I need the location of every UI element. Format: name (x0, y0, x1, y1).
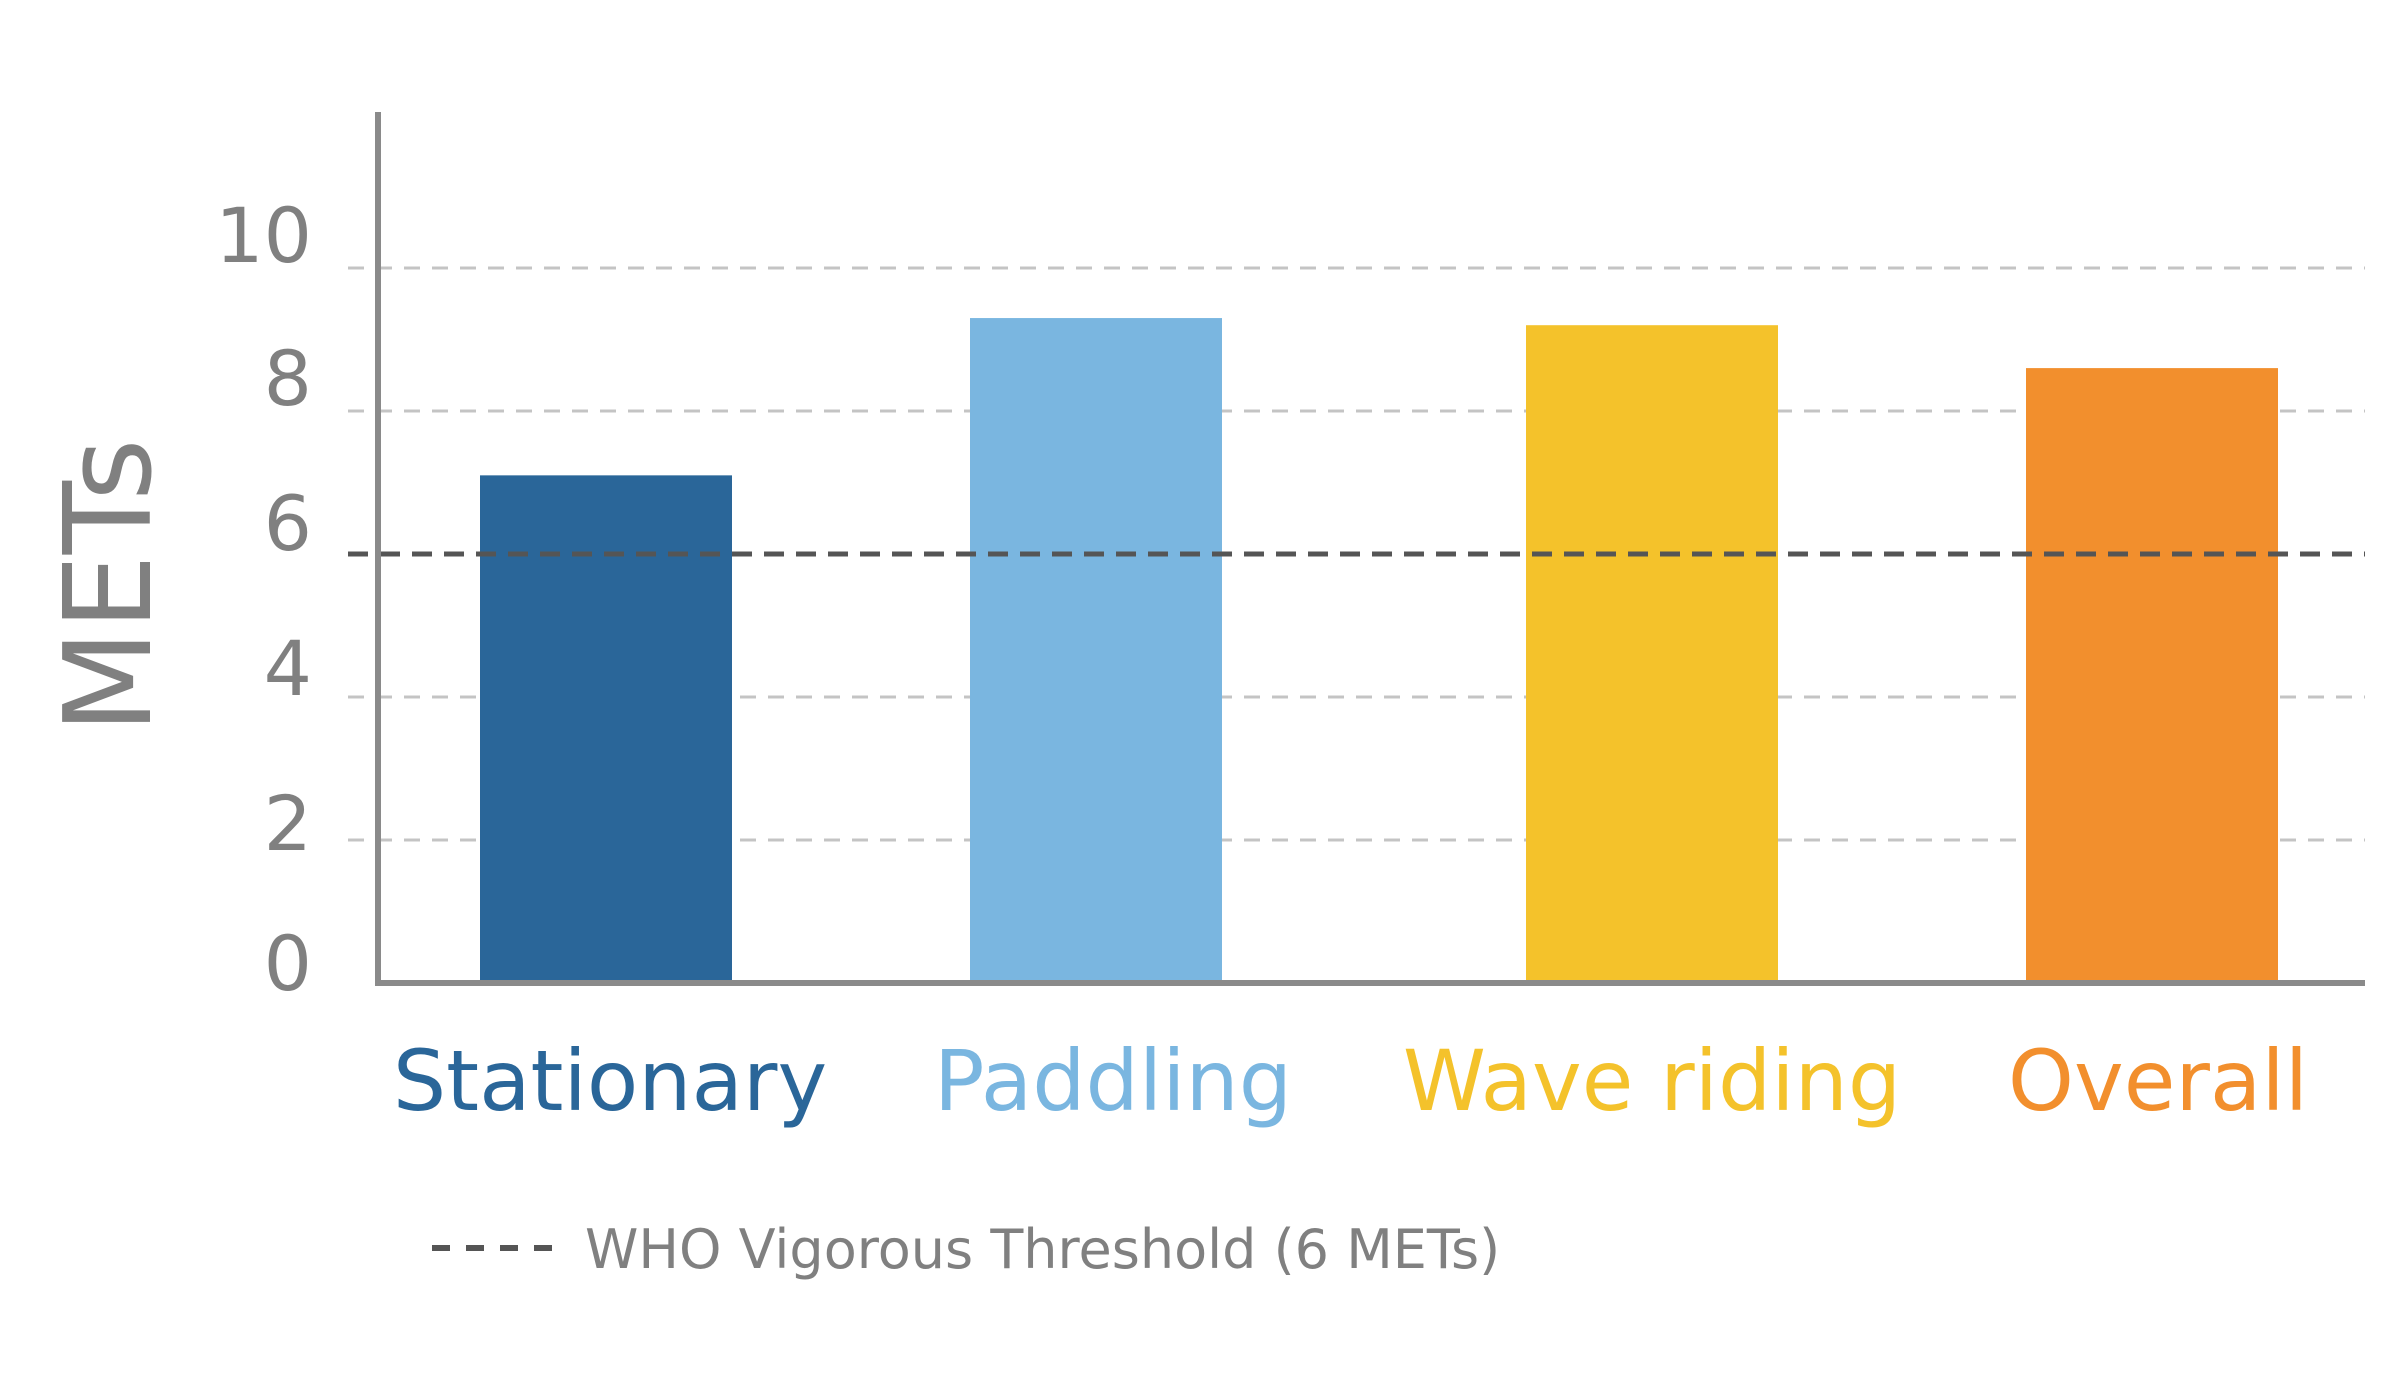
y-tick-label-4: 4 (264, 624, 312, 713)
category-label-paddling: Paddling (934, 1032, 1292, 1130)
bars (480, 318, 2278, 984)
category-label-wave-riding: Wave riding (1403, 1032, 1901, 1130)
y-tick-label-2: 2 (264, 779, 312, 868)
y-tick-label-0: 0 (264, 919, 312, 1008)
legend-label: WHO Vigorous Threshold (6 METs) (585, 1218, 1500, 1281)
bar-paddling (970, 318, 1222, 983)
category-labels: Stationary Paddling Wave riding Overall (393, 1032, 2308, 1130)
bar-stationary (480, 475, 732, 983)
axes (375, 112, 2365, 986)
y-tick-label-10: 10 (215, 191, 312, 280)
y-axis-label: METs (40, 438, 179, 733)
category-label-overall: Overall (2008, 1032, 2308, 1130)
legend: WHO Vigorous Threshold (6 METs) (432, 1218, 1500, 1281)
category-label-stationary: Stationary (393, 1032, 827, 1130)
y-tick-label-8: 8 (264, 334, 312, 423)
bar-overall (2026, 368, 2278, 984)
bar-wave-riding (1526, 325, 1778, 983)
y-tick-label-6: 6 (264, 479, 312, 568)
y-tick-labels: 0 2 4 6 8 10 (215, 191, 312, 1008)
